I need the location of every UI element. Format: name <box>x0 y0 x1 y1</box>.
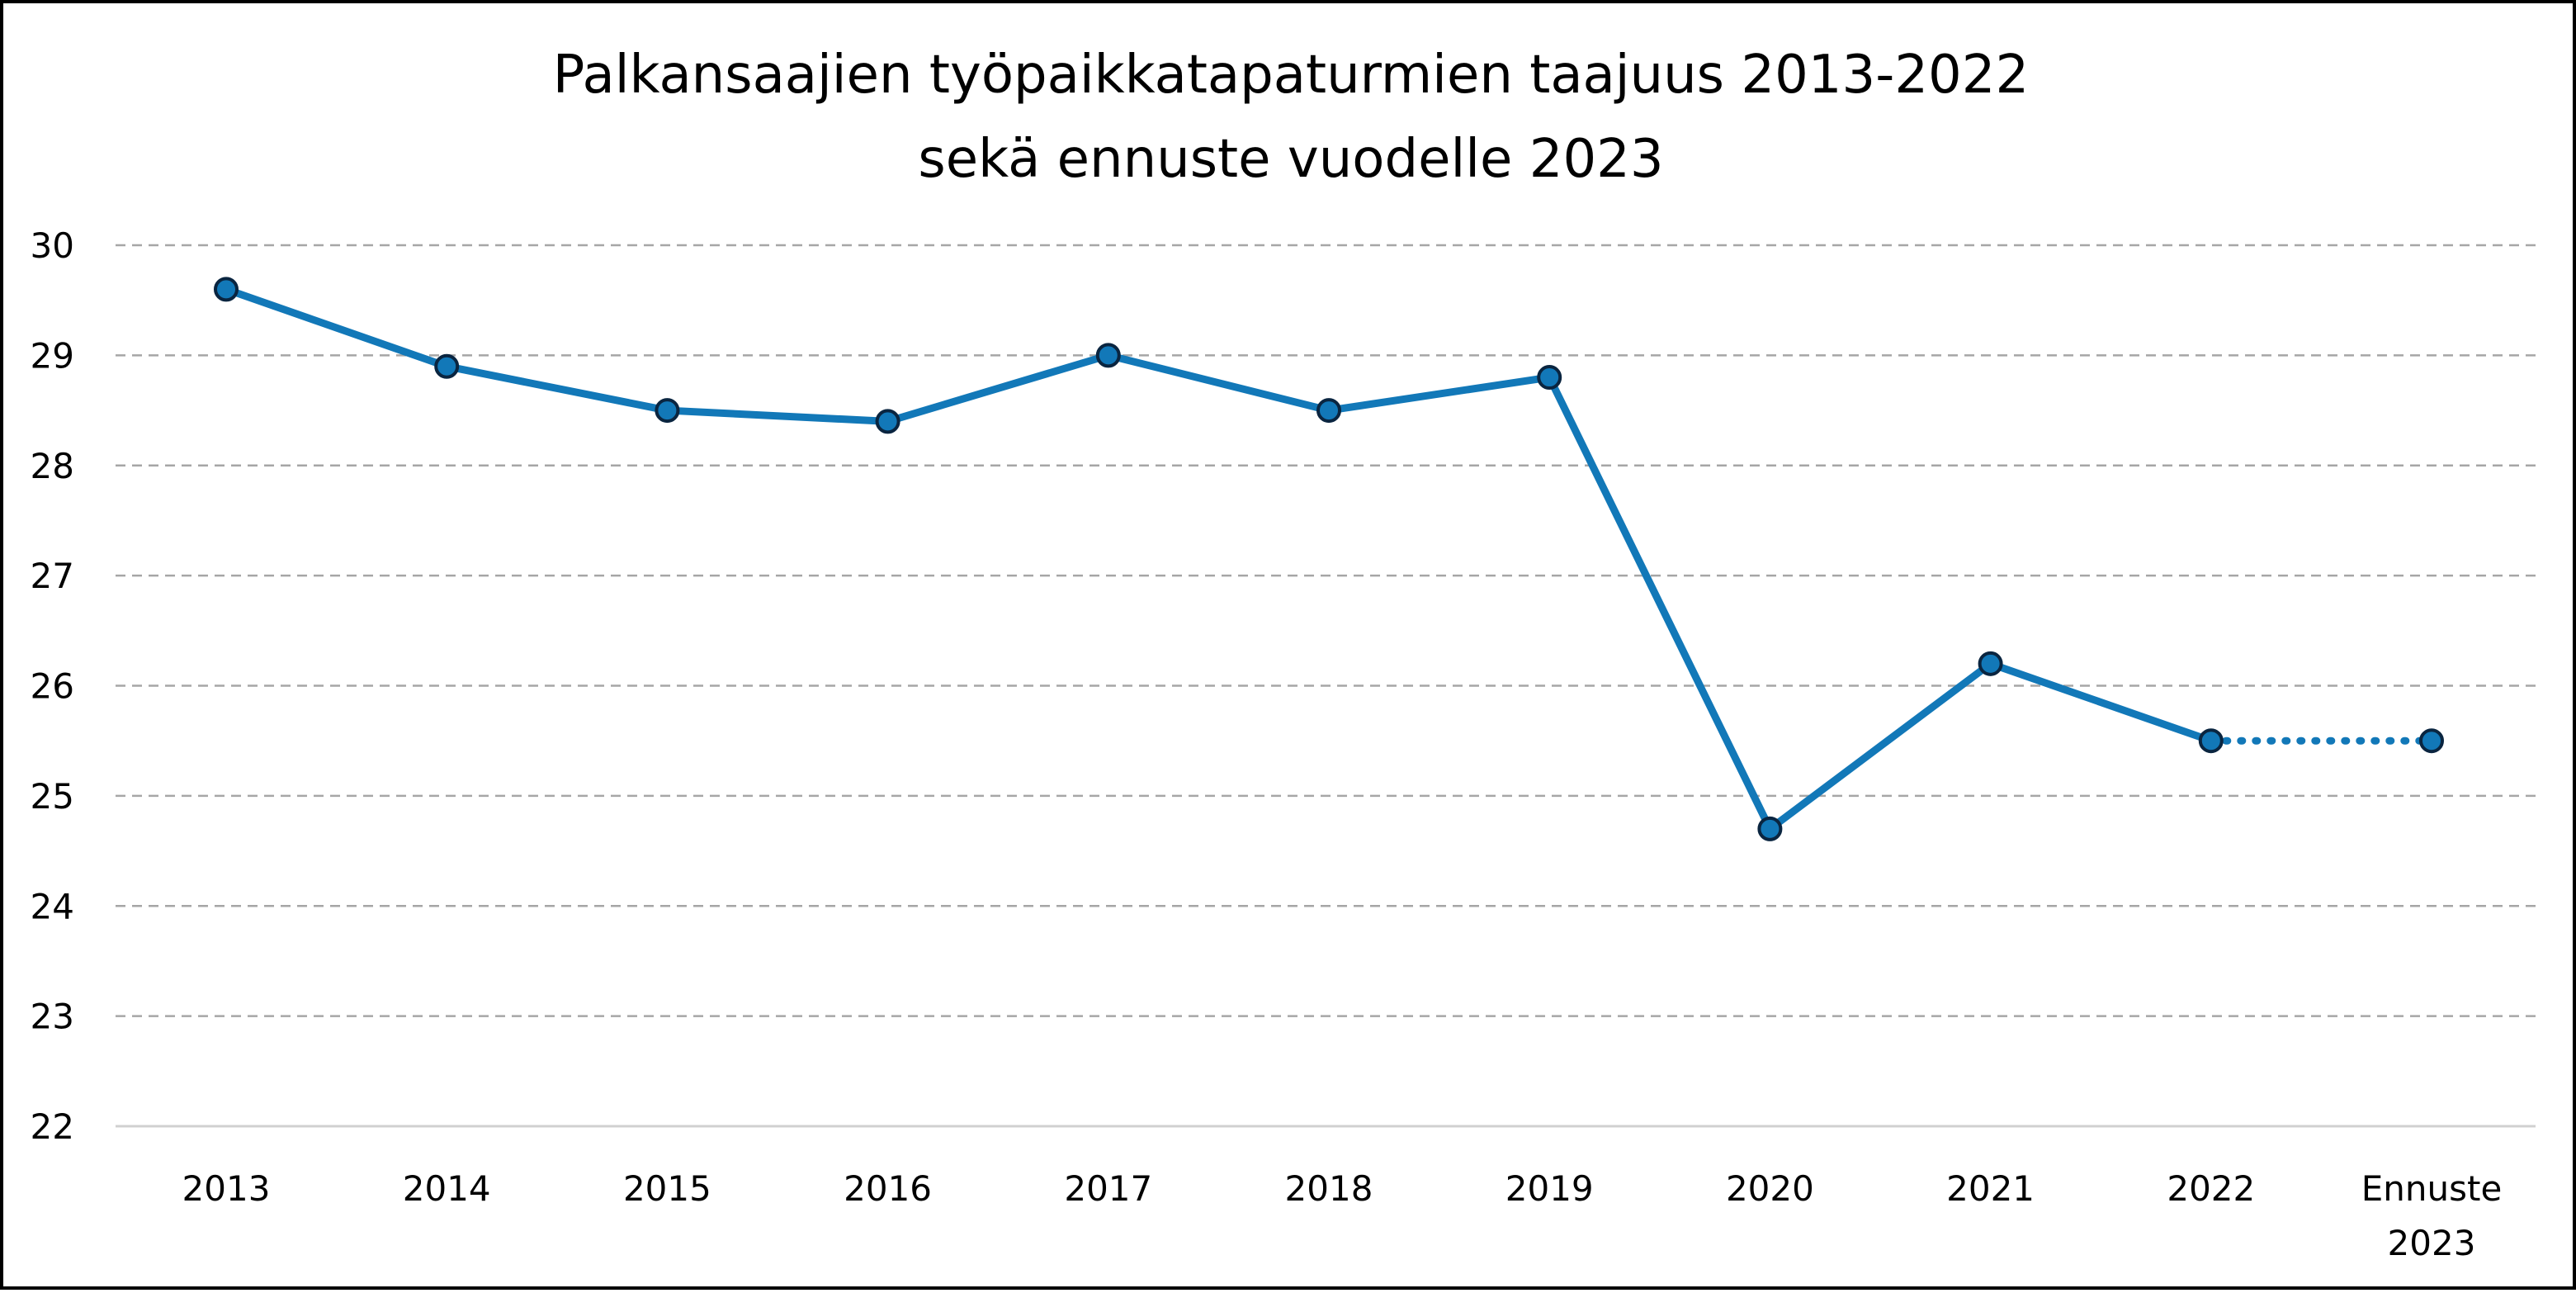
data-point-2016 <box>875 409 900 434</box>
y-tick-label-30: 30 <box>31 225 74 266</box>
y-tick-label-22: 22 <box>31 1106 74 1147</box>
x-tick-label-1: 2014 <box>403 1168 491 1209</box>
y-tick-label-29: 29 <box>31 335 74 376</box>
data-point-2014 <box>434 353 460 379</box>
y-tick-label-24: 24 <box>31 886 74 926</box>
x-tick-label-4: 2017 <box>1064 1168 1152 1209</box>
data-point-2021 <box>1978 651 2003 676</box>
y-tick-label-23: 23 <box>31 997 74 1037</box>
line-chart: Palkansaajien työpaikkatapaturmien taaju… <box>31 45 2536 1263</box>
series-line-actual <box>222 285 2215 833</box>
chart-title: Palkansaajien työpaikkatapaturmien taaju… <box>553 45 2029 106</box>
data-point-2015 <box>655 398 680 424</box>
data-point-ennuste-2023 <box>2419 728 2444 754</box>
x-tick-label-0: 2013 <box>182 1168 271 1209</box>
gridlines <box>116 244 2536 1128</box>
data-point-2013 <box>214 277 239 302</box>
x-tick-label-10-line-1: Ennuste <box>2361 1168 2503 1209</box>
x-tick-label-7: 2020 <box>1726 1168 1814 1209</box>
x-tick-label-6: 2019 <box>1505 1168 1594 1209</box>
series-taajuus <box>214 277 2444 841</box>
y-axis: 22 23 24 25 26 27 28 29 30 <box>31 225 74 1147</box>
y-tick-label-26: 26 <box>31 666 74 707</box>
y-tick-label-28: 28 <box>31 446 74 486</box>
data-point-2020 <box>1757 816 1783 841</box>
x-tick-label-8: 2021 <box>1946 1168 2035 1209</box>
chart-subtitle: sekä ennuste vuodelle 2023 <box>918 129 1663 190</box>
x-tick-label-10-line-2: 2023 <box>2388 1223 2476 1263</box>
x-axis: 2013 2014 2015 2016 2017 2018 2019 2020 2021 2022… <box>182 1168 2503 1263</box>
x-tick-label-9: 2022 <box>2167 1168 2255 1209</box>
y-tick-label-27: 27 <box>31 556 74 596</box>
x-tick-label-3: 2016 <box>844 1168 932 1209</box>
data-point-2022 <box>2198 728 2224 754</box>
y-tick-label-25: 25 <box>31 776 74 817</box>
x-tick-label-5: 2018 <box>1285 1168 1373 1209</box>
data-point-2018 <box>1316 398 1341 424</box>
data-point-2017 <box>1095 343 1121 368</box>
data-point-2019 <box>1537 365 1562 391</box>
x-tick-label-2: 2015 <box>623 1168 711 1209</box>
